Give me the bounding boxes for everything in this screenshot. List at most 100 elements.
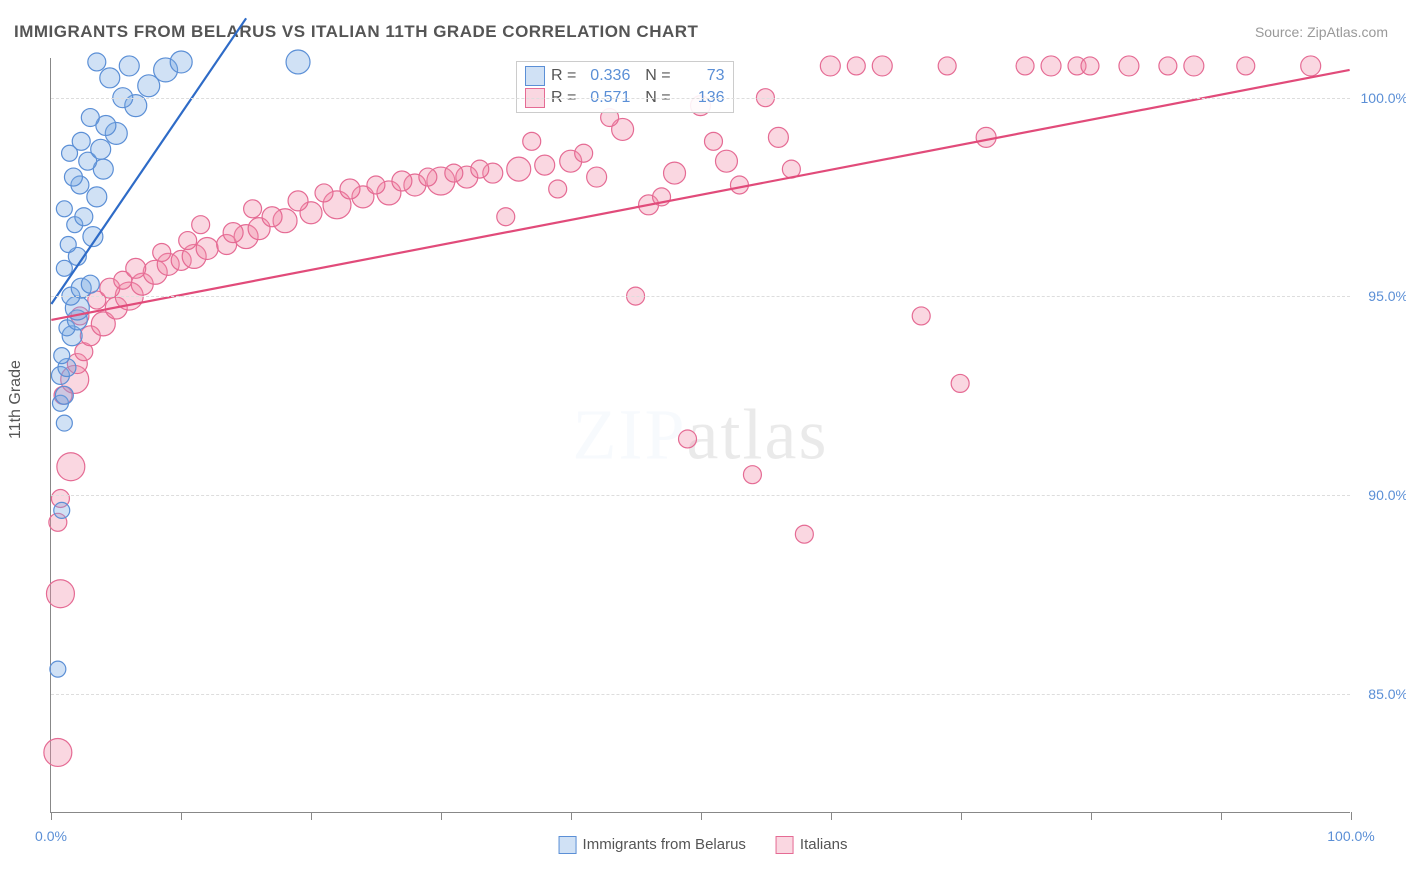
data-point — [87, 187, 107, 207]
y-tick-label: 85.0% — [1358, 686, 1406, 702]
data-point — [1081, 57, 1099, 75]
data-point — [196, 237, 218, 259]
data-point — [938, 57, 956, 75]
legend-label: Immigrants from Belarus — [583, 836, 746, 853]
data-point — [951, 374, 969, 392]
data-point — [1301, 56, 1321, 76]
source-label: Source: ZipAtlas.com — [1255, 24, 1388, 40]
data-point — [679, 430, 697, 448]
x-tick — [441, 812, 442, 820]
data-point — [768, 127, 788, 147]
data-point — [119, 56, 139, 76]
chart-svg — [51, 58, 1350, 812]
data-point — [46, 580, 74, 608]
y-axis-label: 11th Grade — [7, 360, 25, 439]
data-point — [81, 109, 99, 127]
x-tick — [1221, 812, 1222, 820]
data-point — [664, 162, 686, 184]
data-point — [54, 502, 70, 518]
x-tick — [51, 812, 52, 820]
data-point — [262, 207, 282, 227]
data-point — [1184, 56, 1204, 76]
data-point — [820, 56, 840, 76]
data-point — [179, 232, 197, 250]
stat-n-label: N = — [636, 67, 670, 85]
data-point — [392, 171, 412, 191]
data-point — [56, 201, 72, 217]
data-point — [1119, 56, 1139, 76]
data-point — [315, 184, 333, 202]
legend-swatch-icon — [559, 836, 577, 854]
gridline — [51, 98, 1350, 99]
data-point — [192, 216, 210, 234]
data-point — [223, 223, 243, 243]
legend-swatch-icon — [525, 66, 545, 86]
data-point — [55, 386, 73, 404]
data-point — [340, 179, 360, 199]
plot-area: ZIPatlas R =0.336 N =73R =0.571 N =136 8… — [50, 58, 1350, 813]
data-point — [75, 208, 93, 226]
legend-swatch-icon — [776, 836, 794, 854]
x-tick — [701, 812, 702, 820]
data-point — [170, 51, 192, 73]
data-point — [497, 208, 515, 226]
x-tick — [1091, 812, 1092, 820]
data-point — [81, 275, 99, 293]
y-tick-label: 90.0% — [1358, 487, 1406, 503]
data-point — [445, 164, 463, 182]
x-tick-label: 100.0% — [1327, 828, 1374, 844]
data-point — [535, 155, 555, 175]
data-point — [286, 50, 310, 74]
gridline — [51, 694, 1350, 695]
data-point — [54, 348, 70, 364]
legend-label: Italians — [800, 836, 848, 853]
data-point — [44, 738, 72, 766]
data-point — [288, 191, 308, 211]
data-point — [704, 132, 722, 150]
data-point — [57, 453, 85, 481]
data-point — [587, 167, 607, 187]
bottom-legend: Immigrants from Belarus Italians — [559, 836, 848, 854]
data-point — [244, 200, 262, 218]
data-point — [56, 260, 72, 276]
y-tick-label: 100.0% — [1358, 90, 1406, 106]
data-point — [872, 56, 892, 76]
data-point — [715, 150, 737, 172]
data-point — [60, 237, 76, 253]
x-tick — [961, 812, 962, 820]
legend-item: Italians — [776, 836, 848, 854]
gridline — [51, 296, 1350, 297]
data-point — [100, 68, 120, 88]
stat-n-value: 73 — [677, 67, 725, 85]
x-tick — [181, 812, 182, 820]
chart-title: IMMIGRANTS FROM BELARUS VS ITALIAN 11TH … — [14, 22, 698, 42]
data-point — [507, 157, 531, 181]
data-point — [1237, 57, 1255, 75]
data-point — [91, 139, 111, 159]
data-point — [64, 168, 82, 186]
legend-item: Immigrants from Belarus — [559, 836, 746, 854]
x-tick — [1351, 812, 1352, 820]
data-point — [88, 53, 106, 71]
data-point — [523, 132, 541, 150]
data-point — [419, 168, 437, 186]
x-tick-label: 0.0% — [35, 828, 67, 844]
stats-row: R =0.336 N =73 — [525, 65, 725, 87]
gridline — [51, 495, 1350, 496]
stat-r-value: 0.336 — [582, 67, 630, 85]
data-point — [126, 258, 146, 278]
data-point — [1041, 56, 1061, 76]
data-point — [549, 180, 567, 198]
data-point — [730, 176, 748, 194]
data-point — [795, 525, 813, 543]
data-point — [367, 176, 385, 194]
data-point — [912, 307, 930, 325]
data-point — [153, 243, 171, 261]
data-point — [743, 466, 761, 484]
data-point — [72, 132, 90, 150]
data-point — [847, 57, 865, 75]
data-point — [50, 661, 66, 677]
data-point — [56, 415, 72, 431]
data-point — [976, 127, 996, 147]
x-tick — [571, 812, 572, 820]
